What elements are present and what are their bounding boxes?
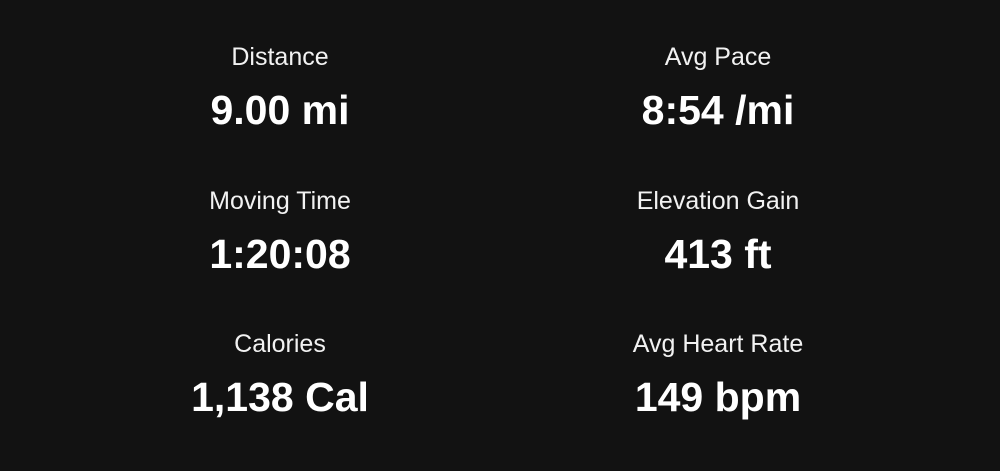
stat-label: Distance [231, 43, 329, 71]
stat-label: Avg Pace [664, 43, 772, 71]
stat-label: Elevation Gain [636, 187, 800, 215]
stat-avg-heart-rate: Avg Heart Rate 149 bpm [518, 329, 918, 421]
stat-label: Avg Heart Rate [632, 330, 804, 358]
stat-calories: Calories 1,138 Cal [80, 329, 480, 421]
stat-label: Moving Time [209, 187, 351, 215]
stat-label: Calories [234, 330, 326, 358]
stat-value: 149 bpm [634, 374, 802, 420]
stat-value: 413 ft [664, 231, 772, 277]
stat-value: 9.00 mi [210, 87, 350, 133]
stat-moving-time: Moving Time 1:20:08 [80, 186, 480, 278]
stat-elevation-gain: Elevation Gain 413 ft [518, 186, 918, 278]
stat-value: 8:54 /mi [641, 87, 795, 133]
stat-value: 1,138 Cal [191, 374, 369, 420]
stat-distance: Distance 9.00 mi [80, 42, 480, 134]
stat-value: 1:20:08 [209, 231, 351, 277]
stat-avg-pace: Avg Pace 8:54 /mi [518, 42, 918, 134]
